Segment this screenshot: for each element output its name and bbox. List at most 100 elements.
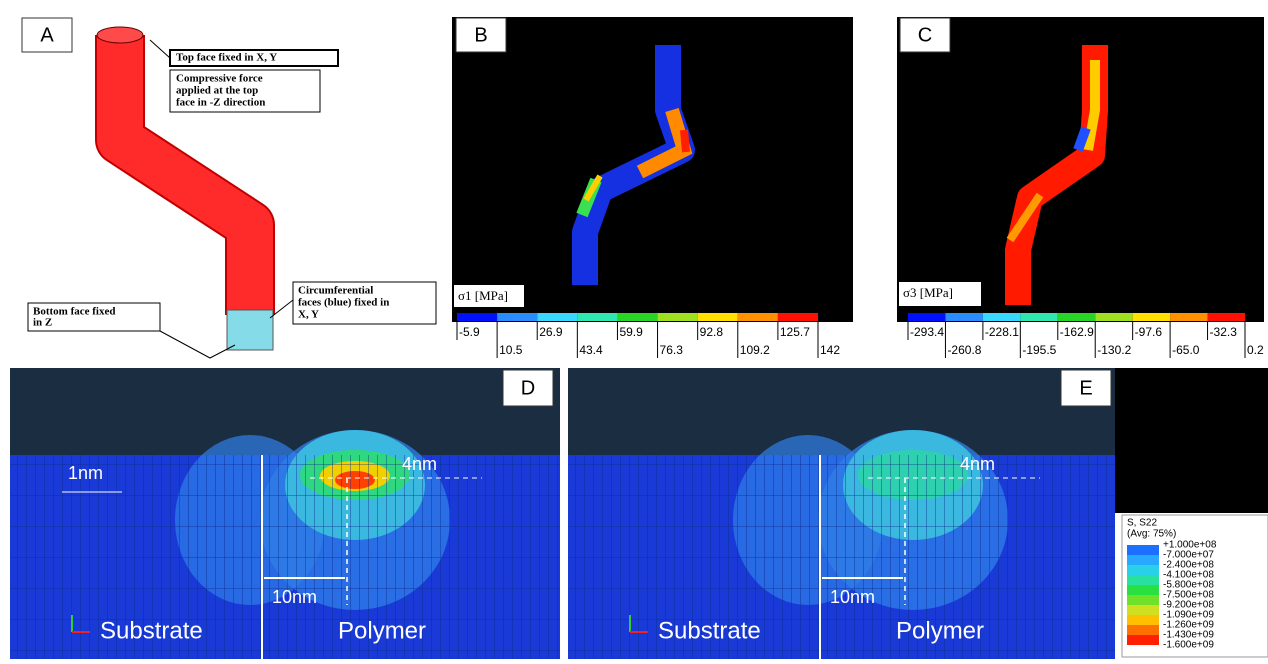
stress-zone [680,129,690,153]
dimension-label: 10nm [830,587,875,607]
black-area [1115,368,1268,513]
legend-swatch [1127,565,1159,575]
legend-level: -1.260e+09 [1163,620,1214,631]
scale-label: 10.5 [499,343,523,357]
scale-segment [537,313,578,321]
legend-swatch [1127,605,1159,615]
legend-title-box [454,285,524,307]
scale-label: 109.2 [740,343,770,357]
legend-swatch [1127,615,1159,625]
scale-segment [777,313,818,321]
scale-label: 26.9 [539,325,563,339]
legend-subtitle: (Avg: 75%) [1127,529,1176,540]
panel-label-box [21,17,73,53]
scale-segment [1095,313,1133,321]
scale-segment [697,313,738,321]
pipe [97,35,273,315]
scale-label: 142 [820,343,840,357]
scale-label: -293.4 [910,325,944,339]
scale-label: -130.2 [1097,343,1131,357]
stress-zone [1073,126,1091,152]
legend-swatch [1127,595,1159,605]
panel-label: C [918,24,932,46]
legend-level: -5.800e+08 [1163,580,1214,591]
scale-label: -65.0 [1172,343,1200,357]
legend-swatch [1127,555,1159,565]
legend-level: -7.000e+07 [1163,550,1214,561]
annotation-box [292,281,437,325]
scale-segment [982,313,1021,321]
panel-c: C σ3 [MPa] -293.4-260.8 -228.1-195.5 -162.… [897,17,1264,358]
scale-label: 59.9 [619,325,643,339]
panel-label-box [502,369,554,407]
legend-level: -4.100e+08 [1163,570,1214,581]
scale-segment [1207,313,1245,321]
legend-level: -1.090e+09 [1163,610,1214,621]
dimension-label: 4nm [402,454,437,474]
scale-segment [1057,313,1096,321]
mesh [10,455,560,659]
scale-label: 43.4 [579,343,603,357]
panel-e: 10nm 4nm E Substrate Polymer [568,368,1115,659]
scale-label: 125.7 [780,325,810,339]
pipe-base [226,309,274,351]
stress-legend: S, S22(Avg: 75%)+1.000e+08-7.000e+07-2.4… [1121,514,1268,658]
panel-a: A Top face fixed in X, Y Compressive forc… [21,17,437,359]
scale-label: 76.3 [660,343,684,357]
legend-level: -2.400e+08 [1163,560,1214,571]
annotation-box [27,302,161,332]
scale-segment [1020,313,1058,321]
scale-label: -260.8 [947,343,981,357]
mesh [568,455,1115,659]
scale-segment [617,313,658,321]
scale-label: 92.8 [700,325,724,339]
scale-segment [457,313,498,321]
dimension-label: 4nm [960,454,995,474]
stress-zone [583,174,603,202]
stress-zone [1083,60,1100,151]
annotation-text: Compressive force [176,73,263,85]
leader [149,39,294,359]
annotation-text: Bottom face fixed [33,306,115,318]
legend-level: -1.430e+09 [1163,630,1214,641]
stress-zone [1006,192,1044,243]
annotation-box [169,69,321,113]
scale-segment [737,313,778,321]
panel-b: B σ1 [MPa] -5.9 10.5 26.9 43.4 59.9 76.3 92.8 1… [452,17,853,358]
legend-level: -7.500e+08 [1163,590,1214,601]
panel-label-box [1060,369,1112,407]
scale-segment [908,313,946,321]
scale-label: -32.3 [1210,325,1238,339]
dimension-label: 1nm [68,463,103,483]
scale-segment [1132,313,1171,321]
annotation-text: X, Y [298,309,319,321]
panel-d: 10nm 4nm D Substrate Polymer 1nm [10,368,560,659]
annotation-text: face in -Z direction [176,97,265,109]
region-label: Substrate [658,617,761,644]
legend-swatch [1127,585,1159,595]
panel-label: B [474,24,487,46]
scale-segment [945,313,983,321]
scale-label: -97.6 [1135,325,1163,339]
scale-label: -162.9 [1060,325,1094,339]
scale-segment [657,313,698,321]
panel-label: D [521,377,535,399]
legend-title: σ1 [MPa] [458,288,508,303]
scale-label: 0.2 [1247,343,1264,357]
scale-segment [1170,313,1208,321]
region-label: Substrate [100,617,203,644]
dimension-label: 10nm [272,587,317,607]
legend-level: +1.000e+08 [1163,540,1217,551]
legend-title-box [899,282,981,306]
legend-swatch [1127,625,1159,635]
panel-label-box [899,17,951,53]
panel-label: A [40,24,54,46]
region-label: Polymer [338,617,426,644]
pipe-top [96,26,144,44]
annotation-text: applied at the top [176,85,258,97]
legend-swatch [1127,545,1159,555]
annotation-text: in Z [33,317,52,329]
panel-label: E [1079,377,1092,399]
region-label: Polymer [896,617,984,644]
panel-label-box [455,17,507,53]
